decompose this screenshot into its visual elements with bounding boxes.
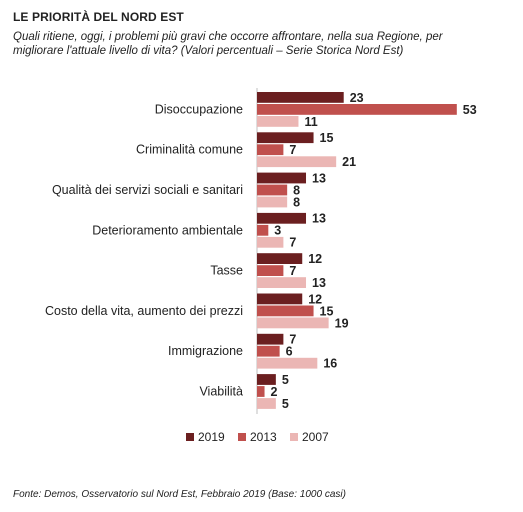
data-label: 2: [271, 385, 278, 399]
data-label: 5: [282, 397, 289, 411]
bar-2013: [257, 104, 457, 115]
bar-2007: [257, 398, 276, 409]
bar-2007: [257, 196, 288, 208]
bar-2007: [257, 357, 318, 369]
bar-2007: [257, 317, 329, 329]
data-label: 15: [320, 131, 334, 145]
category-label: Disoccupazione: [155, 102, 243, 116]
bar-2019: [257, 293, 303, 305]
legend-swatch-2013: [238, 433, 246, 441]
data-label: 21: [342, 155, 356, 169]
data-label: 7: [289, 143, 296, 157]
data-label: 13: [312, 212, 326, 226]
bar-2019: [257, 92, 344, 103]
data-label: 7: [289, 333, 296, 347]
legend-swatch-2019: [186, 433, 194, 441]
data-label: 11: [304, 115, 317, 129]
data-label: 7: [289, 236, 296, 250]
data-label: 15: [320, 304, 334, 318]
bar-2019: [257, 172, 307, 184]
legend-swatch-2007: [290, 433, 298, 441]
source-note: Fonte: Demos, Osservatorio sul Nord Est,…: [13, 489, 346, 500]
bar-2013: [257, 305, 314, 317]
data-label: 3: [274, 224, 281, 238]
bar-2007: [257, 277, 307, 288]
bar-2013: [257, 224, 269, 236]
bar-2019: [257, 333, 284, 345]
bar-2013: [257, 386, 265, 397]
bar-2013: [257, 184, 288, 196]
bar-2019: [257, 132, 314, 144]
bar-2019: [257, 253, 303, 264]
bar-2019: [257, 374, 276, 385]
data-label: 8: [293, 183, 300, 197]
chart-subtitle: Quali ritiene, oggi, i problemi più grav…: [13, 31, 443, 57]
legend-label-2019: 2019: [198, 430, 225, 444]
bar-2007: [257, 156, 337, 168]
data-label: 23: [350, 91, 364, 105]
category-label: Immigrazione: [168, 344, 243, 358]
data-label: 7: [289, 264, 296, 278]
data-label: 13: [312, 276, 326, 290]
data-label: 19: [335, 316, 349, 330]
data-label: 8: [293, 195, 300, 209]
category-label: Qualità dei servizi sociali e sanitari: [52, 183, 243, 197]
chart-title: LE PRIORITÀ DEL NORD EST: [13, 10, 184, 24]
category-label: Deterioramento ambientale: [92, 223, 243, 237]
category-label: Viabilità: [199, 385, 243, 399]
data-label: 53: [463, 103, 477, 117]
category-label: Costo della vita, aumento dei prezzi: [45, 304, 243, 318]
bar-2013: [257, 345, 280, 357]
legend-label-2007: 2007: [302, 430, 329, 444]
bar-2013: [257, 144, 284, 156]
bar-2019: [257, 212, 307, 224]
category-label: Tasse: [210, 264, 243, 278]
data-label: 6: [286, 345, 293, 359]
data-label: 12: [308, 252, 322, 266]
legend-label-2013: 2013: [250, 430, 277, 444]
data-label: 12: [308, 292, 322, 306]
data-label: 13: [312, 171, 326, 185]
data-label: 16: [323, 357, 337, 371]
bar-2007: [257, 236, 284, 248]
category-label: Criminalità comune: [136, 143, 243, 157]
bar-2013: [257, 265, 284, 276]
data-label: 5: [282, 373, 289, 387]
bar-2007: [257, 116, 299, 127]
